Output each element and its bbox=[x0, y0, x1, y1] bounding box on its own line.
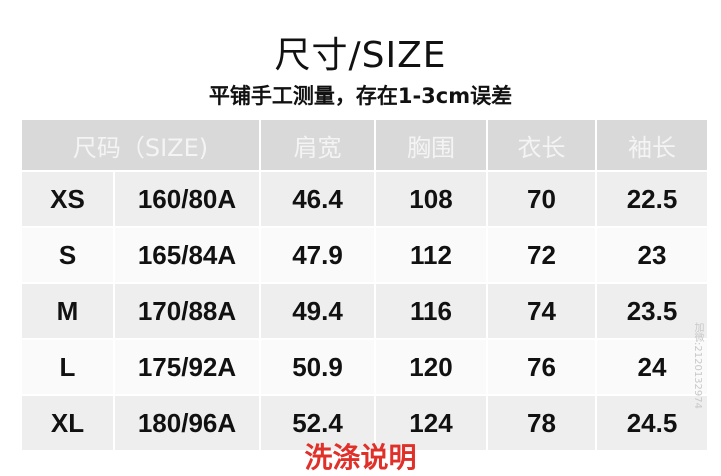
table-cell: 72 bbox=[487, 226, 597, 283]
size-table: 尺码（SIZE) 肩宽 胸围 衣长 袖长 XS 160/80A 46.4 108 70 2… bbox=[22, 120, 709, 450]
table-cell: 124 bbox=[375, 394, 488, 450]
page-title: 尺寸/SIZE bbox=[274, 35, 447, 76]
table-cell: 165/84A bbox=[114, 226, 261, 283]
table-cell: 180/96A bbox=[114, 394, 261, 450]
table-cell: 120 bbox=[375, 338, 488, 395]
table-header: 尺码（SIZE) 肩宽 胸围 衣长 袖长 bbox=[22, 120, 709, 171]
table-cell: 116 bbox=[375, 282, 488, 339]
table-cell: 52.4 bbox=[260, 394, 376, 450]
table-cell: 78 bbox=[487, 394, 597, 450]
table-cell: M bbox=[22, 282, 115, 339]
table-cell: 47.9 bbox=[260, 226, 376, 283]
watermark: 加微:2120132974 bbox=[692, 322, 703, 409]
table-cell: 112 bbox=[375, 226, 488, 283]
table-cell: 108 bbox=[375, 170, 488, 227]
table-cell: 74 bbox=[487, 282, 597, 339]
header-shoulder: 肩宽 bbox=[260, 120, 376, 171]
table-cell: L bbox=[22, 338, 115, 395]
table-row: M 170/88A 49.4 116 74 23.5 bbox=[22, 282, 709, 339]
table-cell: S bbox=[22, 226, 115, 283]
table-cell: 23 bbox=[596, 226, 709, 283]
header-chest: 胸围 bbox=[375, 120, 488, 171]
table-row: XS 160/80A 46.4 108 70 22.5 bbox=[22, 170, 709, 227]
table-cell: 24 bbox=[596, 338, 709, 395]
table-cell: 50.9 bbox=[260, 338, 376, 395]
table-cell: 22.5 bbox=[596, 170, 709, 227]
table-cell: 70 bbox=[487, 170, 597, 227]
measurement-note: 平铺手工测量，存在1-3cm误差 bbox=[208, 84, 513, 108]
header-sleeve: 袖长 bbox=[596, 120, 709, 171]
table-cell: 23.5 bbox=[596, 282, 709, 339]
header-size: 尺码（SIZE) bbox=[22, 120, 261, 171]
table-cell: 46.4 bbox=[260, 170, 376, 227]
table-row: L 175/92A 50.9 120 76 24 bbox=[22, 338, 709, 395]
header-length: 衣长 bbox=[487, 120, 597, 171]
table-row: XL 180/96A 52.4 124 78 24.5 bbox=[22, 394, 709, 450]
table-cell: 170/88A bbox=[114, 282, 261, 339]
care-instructions-heading: 洗涤说明 bbox=[304, 441, 417, 474]
table-cell: XL bbox=[22, 394, 115, 450]
table-cell: XS bbox=[22, 170, 115, 227]
table-cell: 160/80A bbox=[114, 170, 261, 227]
table-cell: 175/92A bbox=[114, 338, 261, 395]
table-cell: 49.4 bbox=[260, 282, 376, 339]
table-cell: 24.5 bbox=[596, 394, 709, 450]
table-cell: 76 bbox=[487, 338, 597, 395]
table-row: S 165/84A 47.9 112 72 23 bbox=[22, 226, 709, 283]
